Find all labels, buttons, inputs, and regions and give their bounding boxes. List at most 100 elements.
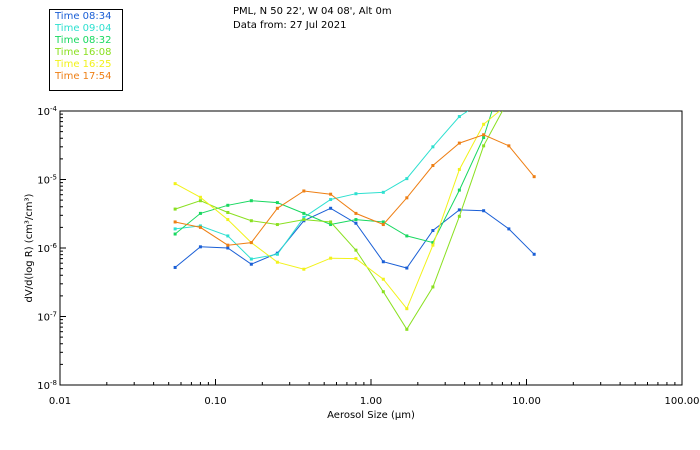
data-point: [482, 209, 486, 213]
legend-item: Time 08:32: [55, 35, 112, 46]
legend-item: Time 09:04: [55, 23, 112, 34]
data-point: [198, 195, 202, 199]
data-point: [507, 227, 511, 231]
legend-item: Time 16:25: [55, 59, 112, 70]
data-point: [249, 241, 253, 245]
data-point: [482, 133, 486, 137]
legend-item: Time 17:54: [55, 71, 112, 82]
x-tick-label: 1.00: [360, 396, 382, 407]
data-point: [457, 214, 461, 218]
x-tick-label: 10.00: [512, 396, 541, 407]
series-line: [174, 111, 493, 244]
data-point: [405, 196, 409, 200]
data-point: [249, 199, 253, 203]
data-point: [457, 167, 461, 171]
data-point: [275, 252, 279, 256]
data-point: [381, 223, 385, 227]
data-point: [302, 211, 306, 215]
series-layer: [173, 111, 536, 331]
data-point: [329, 256, 333, 260]
data-point: [275, 260, 279, 264]
data-point: [173, 227, 177, 231]
data-point: [431, 285, 435, 289]
data-point: [226, 218, 230, 222]
y-axis-ticks: 10-8 10-7 10-6 10-5 10-4: [37, 105, 66, 392]
series-line: [174, 134, 535, 246]
data-point: [173, 182, 177, 186]
data-point: [354, 248, 358, 252]
series-0: [173, 206, 536, 270]
y-tick-label: 10-7: [37, 311, 57, 324]
x-axis-ticks: 0.01 0.10 1.00 10.00 100.00: [49, 379, 700, 407]
data-point: [482, 136, 486, 140]
data-point: [173, 232, 177, 236]
data-point: [249, 257, 253, 261]
data-point: [457, 141, 461, 145]
data-point: [226, 246, 230, 250]
data-point: [431, 241, 435, 245]
data-point: [457, 208, 461, 212]
data-point: [173, 220, 177, 224]
data-point: [457, 115, 461, 119]
data-point: [226, 234, 230, 238]
data-point: [302, 267, 306, 271]
data-point: [431, 243, 435, 247]
data-point: [198, 225, 202, 229]
data-point: [405, 234, 409, 238]
data-point: [302, 215, 306, 219]
data-point: [354, 218, 358, 222]
series-5: [173, 133, 536, 247]
data-point: [532, 252, 536, 256]
legend-item: Time 16:08: [55, 47, 112, 58]
data-point: [198, 211, 202, 215]
y-tick-label: 10-5: [37, 174, 57, 187]
data-point: [226, 210, 230, 214]
plot-area: [59, 110, 683, 386]
data-point: [405, 266, 409, 270]
data-point: [405, 177, 409, 181]
data-point: [302, 218, 306, 222]
data-point: [457, 188, 461, 192]
y-tick-label: 10-4: [37, 105, 57, 118]
data-point: [329, 206, 333, 210]
data-point: [381, 277, 385, 281]
data-point: [198, 245, 202, 249]
series-line: [175, 111, 469, 260]
legend: Time 08:34 Time 09:04 Time 08:32 Time 16:08…: [49, 9, 123, 91]
date-header: Data from: 27 Jul 2021: [233, 20, 347, 31]
series-2: [173, 111, 493, 245]
data-point: [482, 144, 486, 148]
data-point: [329, 223, 333, 227]
x-tick-label: 0.10: [204, 396, 226, 407]
data-point: [354, 257, 358, 261]
y-tick-label: 10-8: [37, 379, 57, 392]
data-point: [249, 219, 253, 223]
data-point: [381, 190, 385, 194]
data-point: [354, 221, 358, 225]
y-axis-label: dV/d(log R) (cm³/cm³): [24, 193, 35, 302]
series-line: [174, 111, 503, 331]
data-point: [507, 144, 511, 148]
series-1: [173, 111, 469, 261]
data-point: [329, 192, 333, 196]
data-point: [275, 206, 279, 210]
series-3: [173, 111, 503, 331]
data-point: [226, 203, 230, 207]
x-tick-label: 0.01: [49, 396, 71, 407]
data-point: [431, 229, 435, 233]
data-point: [173, 265, 177, 269]
data-point: [405, 307, 409, 311]
data-point: [329, 220, 333, 224]
y-tick-label: 10-6: [37, 242, 57, 255]
data-point: [302, 189, 306, 193]
data-point: [173, 207, 177, 211]
data-point: [275, 201, 279, 205]
data-point: [405, 327, 409, 331]
legend-item: Time 08:34: [55, 11, 112, 22]
x-tick-label: 100.00: [665, 396, 700, 407]
data-point: [275, 223, 279, 227]
series-line: [174, 111, 500, 310]
data-point: [381, 290, 385, 294]
data-point: [431, 164, 435, 168]
